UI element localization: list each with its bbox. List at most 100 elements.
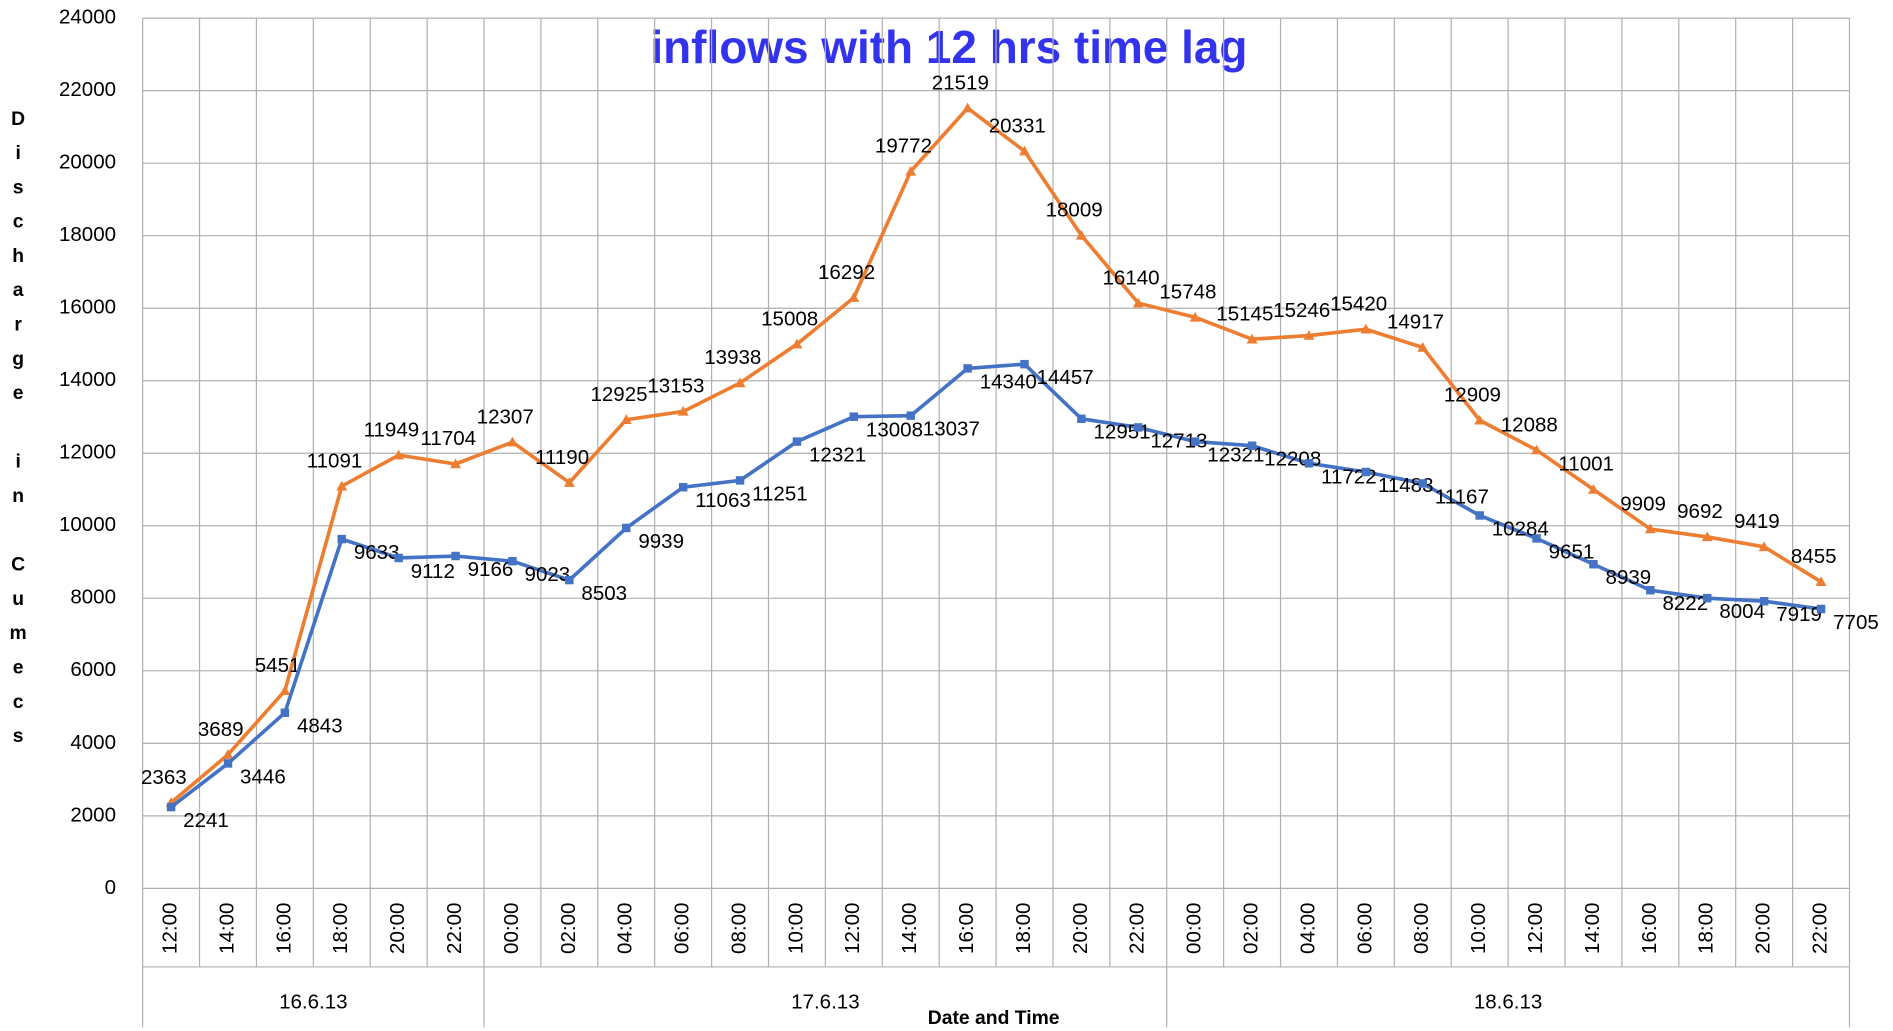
point-marker bbox=[1360, 323, 1372, 334]
data-label: 8503 bbox=[581, 582, 627, 605]
point-marker bbox=[1759, 597, 1769, 606]
data-label: 8939 bbox=[1606, 566, 1652, 589]
x-tick-label: 10:00 bbox=[1467, 903, 1490, 954]
point-marker bbox=[792, 437, 802, 446]
y-axis-label: Discharge in Cumecs bbox=[8, 109, 29, 761]
data-label: 9633 bbox=[354, 541, 400, 564]
point-marker bbox=[1531, 444, 1543, 455]
x-tick-label: 18:00 bbox=[1012, 903, 1035, 954]
data-label: 12713 bbox=[1150, 429, 1207, 452]
point-marker bbox=[1132, 297, 1144, 308]
data-label: 15748 bbox=[1159, 281, 1216, 304]
point-marker bbox=[620, 414, 632, 424]
data-label: 11949 bbox=[364, 418, 420, 441]
point-marker bbox=[1588, 484, 1599, 494]
data-label: 11251 bbox=[752, 482, 808, 505]
data-label: 11001 bbox=[1558, 453, 1614, 476]
point-marker bbox=[1303, 330, 1315, 340]
x-tick-label: 14:00 bbox=[898, 903, 921, 954]
point-marker bbox=[563, 477, 575, 487]
x-tick-label: 02:00 bbox=[557, 903, 580, 954]
data-label: 13008 bbox=[866, 419, 923, 442]
data-label: 15246 bbox=[1273, 299, 1330, 322]
point-marker bbox=[735, 476, 745, 485]
data-label: 9166 bbox=[468, 558, 514, 581]
point-marker bbox=[1758, 541, 1770, 552]
data-label: 11167 bbox=[1435, 485, 1489, 508]
y-tick-label: 24000 bbox=[59, 6, 116, 29]
y-tick-label: 0 bbox=[105, 876, 116, 899]
data-label: 3446 bbox=[240, 765, 286, 788]
point-marker bbox=[451, 551, 460, 561]
data-label: 14340 bbox=[980, 370, 1037, 393]
point-marker bbox=[1589, 560, 1598, 569]
point-marker bbox=[1020, 359, 1029, 369]
data-label: 9939 bbox=[638, 530, 684, 553]
data-label: 9023 bbox=[525, 563, 571, 586]
data-label: 5451 bbox=[255, 654, 301, 677]
x-tick-label: 14:00 bbox=[215, 903, 238, 954]
x-tick-label: 18:00 bbox=[329, 903, 352, 954]
point-marker bbox=[677, 406, 689, 416]
data-label: 11704 bbox=[421, 427, 477, 450]
y-tick-label: 10000 bbox=[59, 513, 116, 536]
point-marker bbox=[1075, 229, 1087, 240]
point-marker bbox=[622, 523, 631, 533]
point-marker bbox=[791, 338, 803, 349]
data-label: 11091 bbox=[307, 449, 363, 472]
point-marker bbox=[393, 449, 405, 460]
point-marker bbox=[1418, 479, 1428, 488]
point-marker bbox=[565, 575, 574, 585]
point-marker bbox=[1189, 311, 1201, 322]
series-line bbox=[169, 105, 1822, 805]
group-label: 18.6.13 bbox=[1474, 991, 1543, 1014]
x-axis-label: Date and Time bbox=[928, 1008, 1060, 1029]
data-label: 11190 bbox=[535, 446, 589, 469]
data-label: 18009 bbox=[1046, 199, 1103, 222]
x-tick-label: 06:00 bbox=[1353, 903, 1376, 954]
x-tick-label: 14:00 bbox=[1581, 903, 1604, 954]
x-tick-label: 08:00 bbox=[727, 903, 750, 954]
data-label: 8004 bbox=[1719, 600, 1765, 623]
data-label: 19772 bbox=[875, 135, 932, 158]
point-marker bbox=[1019, 145, 1030, 156]
data-label: 14457 bbox=[1037, 366, 1094, 389]
data-label: 15145 bbox=[1216, 302, 1273, 325]
point-marker bbox=[1816, 604, 1826, 614]
data-label: 13153 bbox=[647, 375, 704, 398]
data-label: 13938 bbox=[704, 346, 761, 369]
data-label: 4843 bbox=[297, 715, 343, 738]
data-label: 16292 bbox=[818, 261, 875, 284]
data-label: 9909 bbox=[1620, 492, 1666, 515]
data-label: 12307 bbox=[477, 405, 534, 428]
data-label: 21519 bbox=[932, 71, 989, 94]
point-marker bbox=[1304, 459, 1314, 468]
x-tick-label: 02:00 bbox=[1240, 903, 1263, 954]
x-tick-label: 10:00 bbox=[784, 903, 807, 954]
x-tick-label: 18:00 bbox=[1695, 903, 1718, 954]
data-label: 9651 bbox=[1549, 540, 1595, 563]
data-label: 9692 bbox=[1677, 500, 1723, 523]
point-marker bbox=[394, 553, 403, 563]
x-tick-label: 12:00 bbox=[841, 903, 864, 954]
x-tick-label: 06:00 bbox=[671, 903, 694, 954]
data-label: 20331 bbox=[989, 114, 1046, 137]
data-label: 12909 bbox=[1444, 384, 1501, 407]
x-tick-label: 12:00 bbox=[1524, 903, 1547, 954]
data-label: 12088 bbox=[1501, 413, 1558, 436]
point-marker bbox=[280, 708, 290, 717]
x-tick-label: 16:00 bbox=[955, 903, 978, 954]
y-tick-label: 2000 bbox=[70, 803, 116, 826]
y-tick-label: 6000 bbox=[70, 658, 116, 681]
data-label: 2363 bbox=[141, 766, 187, 789]
x-tick-label: 04:00 bbox=[614, 903, 637, 954]
data-label: 8222 bbox=[1662, 592, 1708, 615]
y-tick-label: 12000 bbox=[59, 441, 116, 464]
x-tick-label: 22:00 bbox=[1808, 903, 1831, 954]
point-marker bbox=[1246, 333, 1258, 344]
point-marker bbox=[1644, 523, 1656, 534]
point-marker bbox=[1190, 437, 1200, 446]
point-marker bbox=[1475, 511, 1484, 520]
y-tick-label: 14000 bbox=[59, 368, 116, 391]
point-marker bbox=[1361, 467, 1371, 477]
